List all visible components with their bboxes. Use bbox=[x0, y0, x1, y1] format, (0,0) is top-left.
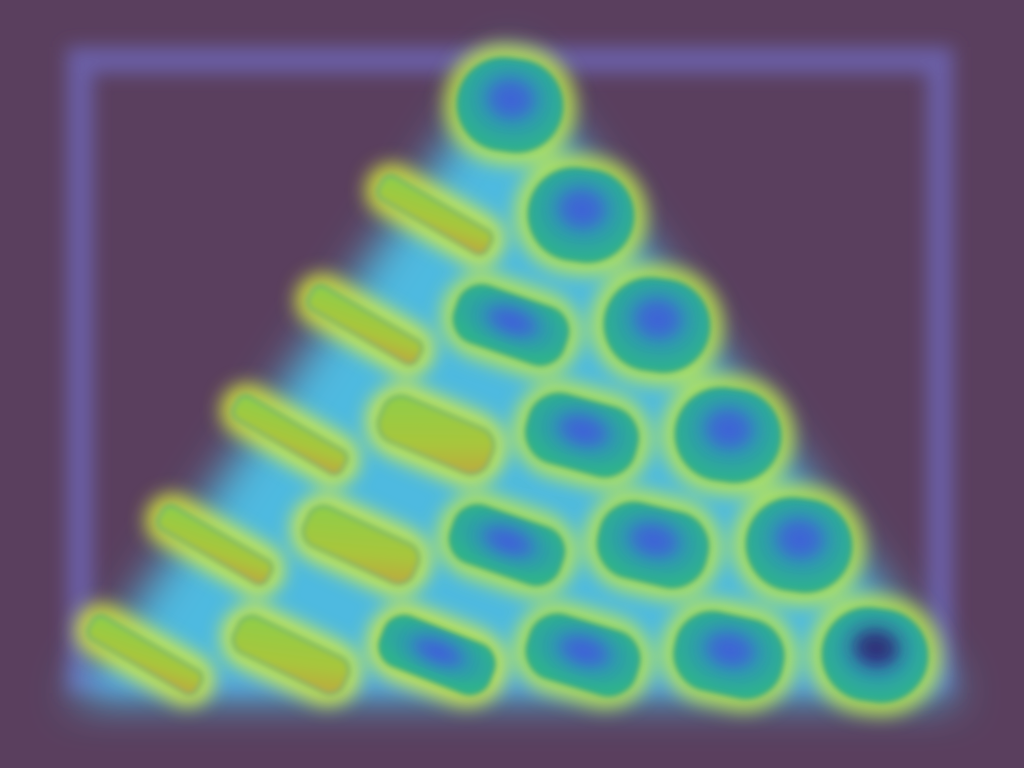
shape bbox=[301, 505, 421, 585]
shape-center bbox=[484, 526, 533, 555]
shape-center bbox=[560, 635, 609, 665]
shape-center bbox=[853, 629, 900, 667]
shape bbox=[377, 394, 495, 476]
shape-center bbox=[559, 189, 606, 227]
shape-center bbox=[488, 306, 537, 335]
shape-center bbox=[777, 519, 824, 557]
shape bbox=[231, 615, 351, 695]
shape-center bbox=[706, 409, 753, 447]
shape-center bbox=[706, 632, 755, 666]
shape-center bbox=[630, 523, 679, 555]
shape-center bbox=[414, 637, 463, 665]
shape bbox=[376, 174, 494, 256]
shape-center bbox=[488, 79, 535, 117]
shape-center bbox=[559, 414, 608, 445]
shape-layer bbox=[86, 57, 929, 703]
shape bbox=[156, 504, 274, 586]
shape bbox=[86, 614, 204, 696]
shape bbox=[231, 394, 349, 476]
shape-center bbox=[635, 299, 682, 337]
shape bbox=[306, 284, 424, 366]
